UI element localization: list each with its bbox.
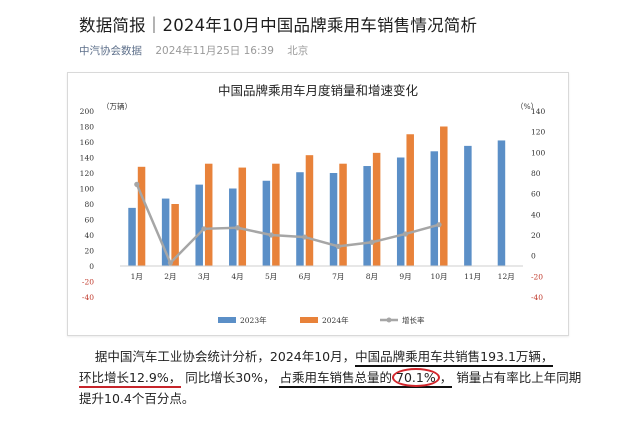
month-label: 3月 xyxy=(198,272,210,281)
right-tick-label: 0 xyxy=(531,252,536,261)
right-tick-label: 120 xyxy=(531,128,546,137)
month-label: 1月 xyxy=(131,272,143,281)
article-title: 数据简报｜2024年10月中国品牌乘用车销售情况简析 xyxy=(79,16,478,35)
chart-svg: 中国品牌乘用车月度销量和增速变化 （万辆） （%） -40 -20 0 20 40 60 80 10… xyxy=(80,83,546,325)
legend-marker-growth xyxy=(386,317,392,323)
growth-rate-point xyxy=(134,181,140,187)
highlight-share: 占乘用车销售总量的 70.1%， xyxy=(279,368,453,388)
month-label: 11月 xyxy=(464,272,481,281)
growth-rate-point xyxy=(402,231,409,237)
growth-rate-point xyxy=(369,239,375,245)
growth-rate-point xyxy=(201,226,207,232)
bar-2024 xyxy=(440,126,448,266)
right-tick-label: 60 xyxy=(531,190,541,199)
article-paragraph: 据中国汽车工业协会统计分析，2024年10月，中国品牌乘用车共销售193.1万辆… xyxy=(79,346,624,409)
bar-2023 xyxy=(262,180,271,266)
growth-rate-point xyxy=(268,232,274,238)
left-tick-label: 0 xyxy=(89,262,94,271)
source-link[interactable]: 中汽协会数据 xyxy=(79,45,142,57)
right-axis-unit: （%） xyxy=(516,102,538,111)
highlight-sales: 中国品牌乘用车共销售193.1万辆， xyxy=(355,349,554,367)
left-tick-label: 80 xyxy=(84,200,94,209)
right-tick-label: -40 xyxy=(531,293,543,302)
bar-2024 xyxy=(238,167,247,266)
left-tick-label: 140 xyxy=(80,154,95,163)
article-meta: 中汽协会数据 2024年11月25日 16:39 北京 xyxy=(79,43,308,58)
bar-2023 xyxy=(464,145,472,266)
publish-time: 2024年11月25日 16:39 xyxy=(155,45,274,57)
growth-rate-line xyxy=(135,183,440,266)
bar-2023 xyxy=(363,166,371,266)
month-label: 5月 xyxy=(265,272,277,281)
paragraph-text: 同比增长30%， xyxy=(185,370,276,385)
left-tick-label: 120 xyxy=(80,169,95,178)
bar-2024 xyxy=(339,163,347,266)
chart-title: 中国品牌乘用车月度销量和增速变化 xyxy=(218,83,419,98)
right-tick-label: -20 xyxy=(531,272,543,281)
left-tick-label: -40 xyxy=(82,293,94,302)
left-tick-label: -20 xyxy=(82,278,94,287)
left-axis-unit: （万辆） xyxy=(102,101,132,111)
left-tick-label: 160 xyxy=(80,138,95,147)
bar-2023 xyxy=(161,198,170,266)
left-tick-label: 60 xyxy=(84,216,94,225)
left-tick-label: 20 xyxy=(84,247,94,256)
growth-rate-point xyxy=(302,234,308,240)
highlight-mom: 环比增长12.9%， xyxy=(79,370,182,388)
left-tick-label: 180 xyxy=(80,123,95,132)
growth-rate-point xyxy=(234,225,241,231)
paragraph-text: 提升10.4个百分点。 xyxy=(79,391,195,406)
month-label: 4月 xyxy=(231,272,243,281)
bar-2024 xyxy=(137,166,146,266)
circled-share-value: 70.1% xyxy=(392,368,440,387)
legend-label-growth: 增长率 xyxy=(402,315,425,325)
bar-2023 xyxy=(497,140,506,266)
bar-2024 xyxy=(372,152,381,266)
bar-2024 xyxy=(305,155,314,266)
right-tick-label: 40 xyxy=(531,210,541,219)
month-label: 8月 xyxy=(366,272,378,281)
publish-location: 北京 xyxy=(287,45,309,57)
bar-2023 xyxy=(296,172,304,266)
bar-2023 xyxy=(195,184,203,266)
bar-2024 xyxy=(171,204,179,266)
growth-rate-point xyxy=(436,222,442,228)
right-tick-label: 80 xyxy=(531,169,541,178)
month-label: 10月 xyxy=(431,272,448,281)
left-tick-label: 40 xyxy=(84,231,94,240)
month-label: 9月 xyxy=(399,272,411,281)
right-tick-label: 140 xyxy=(531,107,546,116)
legend-label-2023: 2023年 xyxy=(240,315,267,325)
month-label: 2月 xyxy=(164,272,176,281)
bar-2023 xyxy=(128,207,136,266)
left-tick-label: 100 xyxy=(80,185,95,194)
paragraph-text: 销量占有率比上年同期 xyxy=(456,370,582,385)
growth-rate-point xyxy=(167,260,173,266)
right-tick-label: 100 xyxy=(531,148,546,157)
month-label: 7月 xyxy=(332,272,344,281)
bar-2023 xyxy=(396,157,405,266)
bar-2024 xyxy=(204,163,213,266)
legend-swatch-2024 xyxy=(300,317,318,323)
month-label: 12月 xyxy=(498,272,515,281)
right-tick-label: 20 xyxy=(531,231,541,240)
legend-label-2024: 2024年 xyxy=(322,315,349,325)
bar-2023 xyxy=(430,151,439,266)
left-tick-label: 200 xyxy=(80,107,95,116)
bar-2024 xyxy=(272,163,280,266)
paragraph-text: 据中国汽车工业协会统计分析，2024年10月， xyxy=(94,349,356,364)
bar-2024 xyxy=(406,134,414,266)
legend-swatch-2023 xyxy=(218,317,236,323)
chart-image: 中国品牌乘用车月度销量和增速变化 （万辆） （%） -40 -20 0 20 40 60 80 10… xyxy=(67,72,569,336)
month-label: 6月 xyxy=(299,272,311,281)
bar-2023 xyxy=(329,173,338,266)
growth-rate-point xyxy=(335,243,341,249)
